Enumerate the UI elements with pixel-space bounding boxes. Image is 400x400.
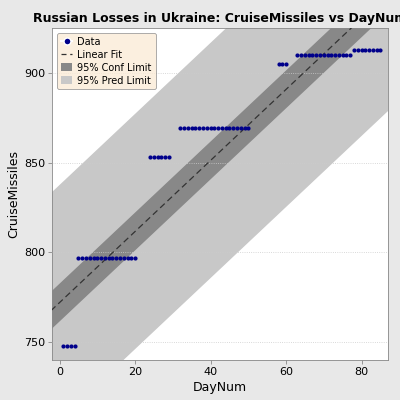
Point [347, 52, 354, 58]
Point [132, 254, 138, 261]
Point [181, 125, 187, 132]
Point [332, 52, 338, 58]
Point [113, 254, 119, 261]
Point [362, 46, 368, 53]
Point [306, 52, 312, 58]
Point [83, 254, 89, 261]
Point [298, 52, 304, 58]
Point [68, 342, 74, 349]
Point [124, 254, 131, 261]
Point [354, 46, 361, 53]
X-axis label: DayNum: DayNum [193, 381, 247, 394]
Point [120, 254, 127, 261]
Point [86, 254, 93, 261]
Point [374, 46, 380, 53]
Point [109, 254, 116, 261]
Point [64, 342, 70, 349]
Point [321, 52, 327, 58]
Point [294, 52, 300, 58]
Point [128, 254, 134, 261]
Point [279, 61, 286, 67]
Point [72, 342, 78, 349]
Point [358, 46, 365, 53]
Point [283, 61, 289, 67]
Point [154, 154, 161, 160]
Point [219, 125, 225, 132]
Point [328, 52, 334, 58]
Point [162, 154, 168, 160]
Point [60, 342, 66, 349]
Point [336, 52, 342, 58]
Point [207, 125, 214, 132]
Point [317, 52, 323, 58]
Point [313, 52, 320, 58]
Point [238, 125, 244, 132]
Point [185, 125, 191, 132]
Point [196, 125, 202, 132]
Point [188, 125, 195, 132]
Point [90, 254, 97, 261]
Legend: Data, Linear Fit, 95% Conf Limit, 95% Pred Limit: Data, Linear Fit, 95% Conf Limit, 95% Pr… [57, 33, 156, 89]
Point [147, 154, 153, 160]
Point [106, 254, 112, 261]
Point [234, 125, 240, 132]
Title: Russian Losses in Ukraine: CruiseMissiles vs DayNum: Russian Losses in Ukraine: CruiseMissile… [33, 12, 400, 26]
Point [158, 154, 165, 160]
Point [215, 125, 221, 132]
Point [94, 254, 100, 261]
Point [370, 46, 376, 53]
Point [200, 125, 206, 132]
Point [245, 125, 252, 132]
Point [226, 125, 233, 132]
Point [75, 254, 82, 261]
Point [343, 52, 350, 58]
Point [340, 52, 346, 58]
Point [177, 125, 184, 132]
Point [222, 125, 229, 132]
Point [324, 52, 331, 58]
Point [309, 52, 316, 58]
Point [211, 125, 218, 132]
Point [366, 46, 372, 53]
Point [102, 254, 108, 261]
Point [230, 125, 236, 132]
Point [241, 125, 248, 132]
Point [377, 46, 384, 53]
Point [98, 254, 104, 261]
Point [275, 61, 282, 67]
Point [192, 125, 199, 132]
Point [117, 254, 123, 261]
Point [351, 46, 357, 53]
Point [79, 254, 86, 261]
Point [302, 52, 308, 58]
Point [166, 154, 172, 160]
Point [151, 154, 157, 160]
Point [204, 125, 210, 132]
Y-axis label: CruiseMissiles: CruiseMissiles [7, 150, 20, 238]
